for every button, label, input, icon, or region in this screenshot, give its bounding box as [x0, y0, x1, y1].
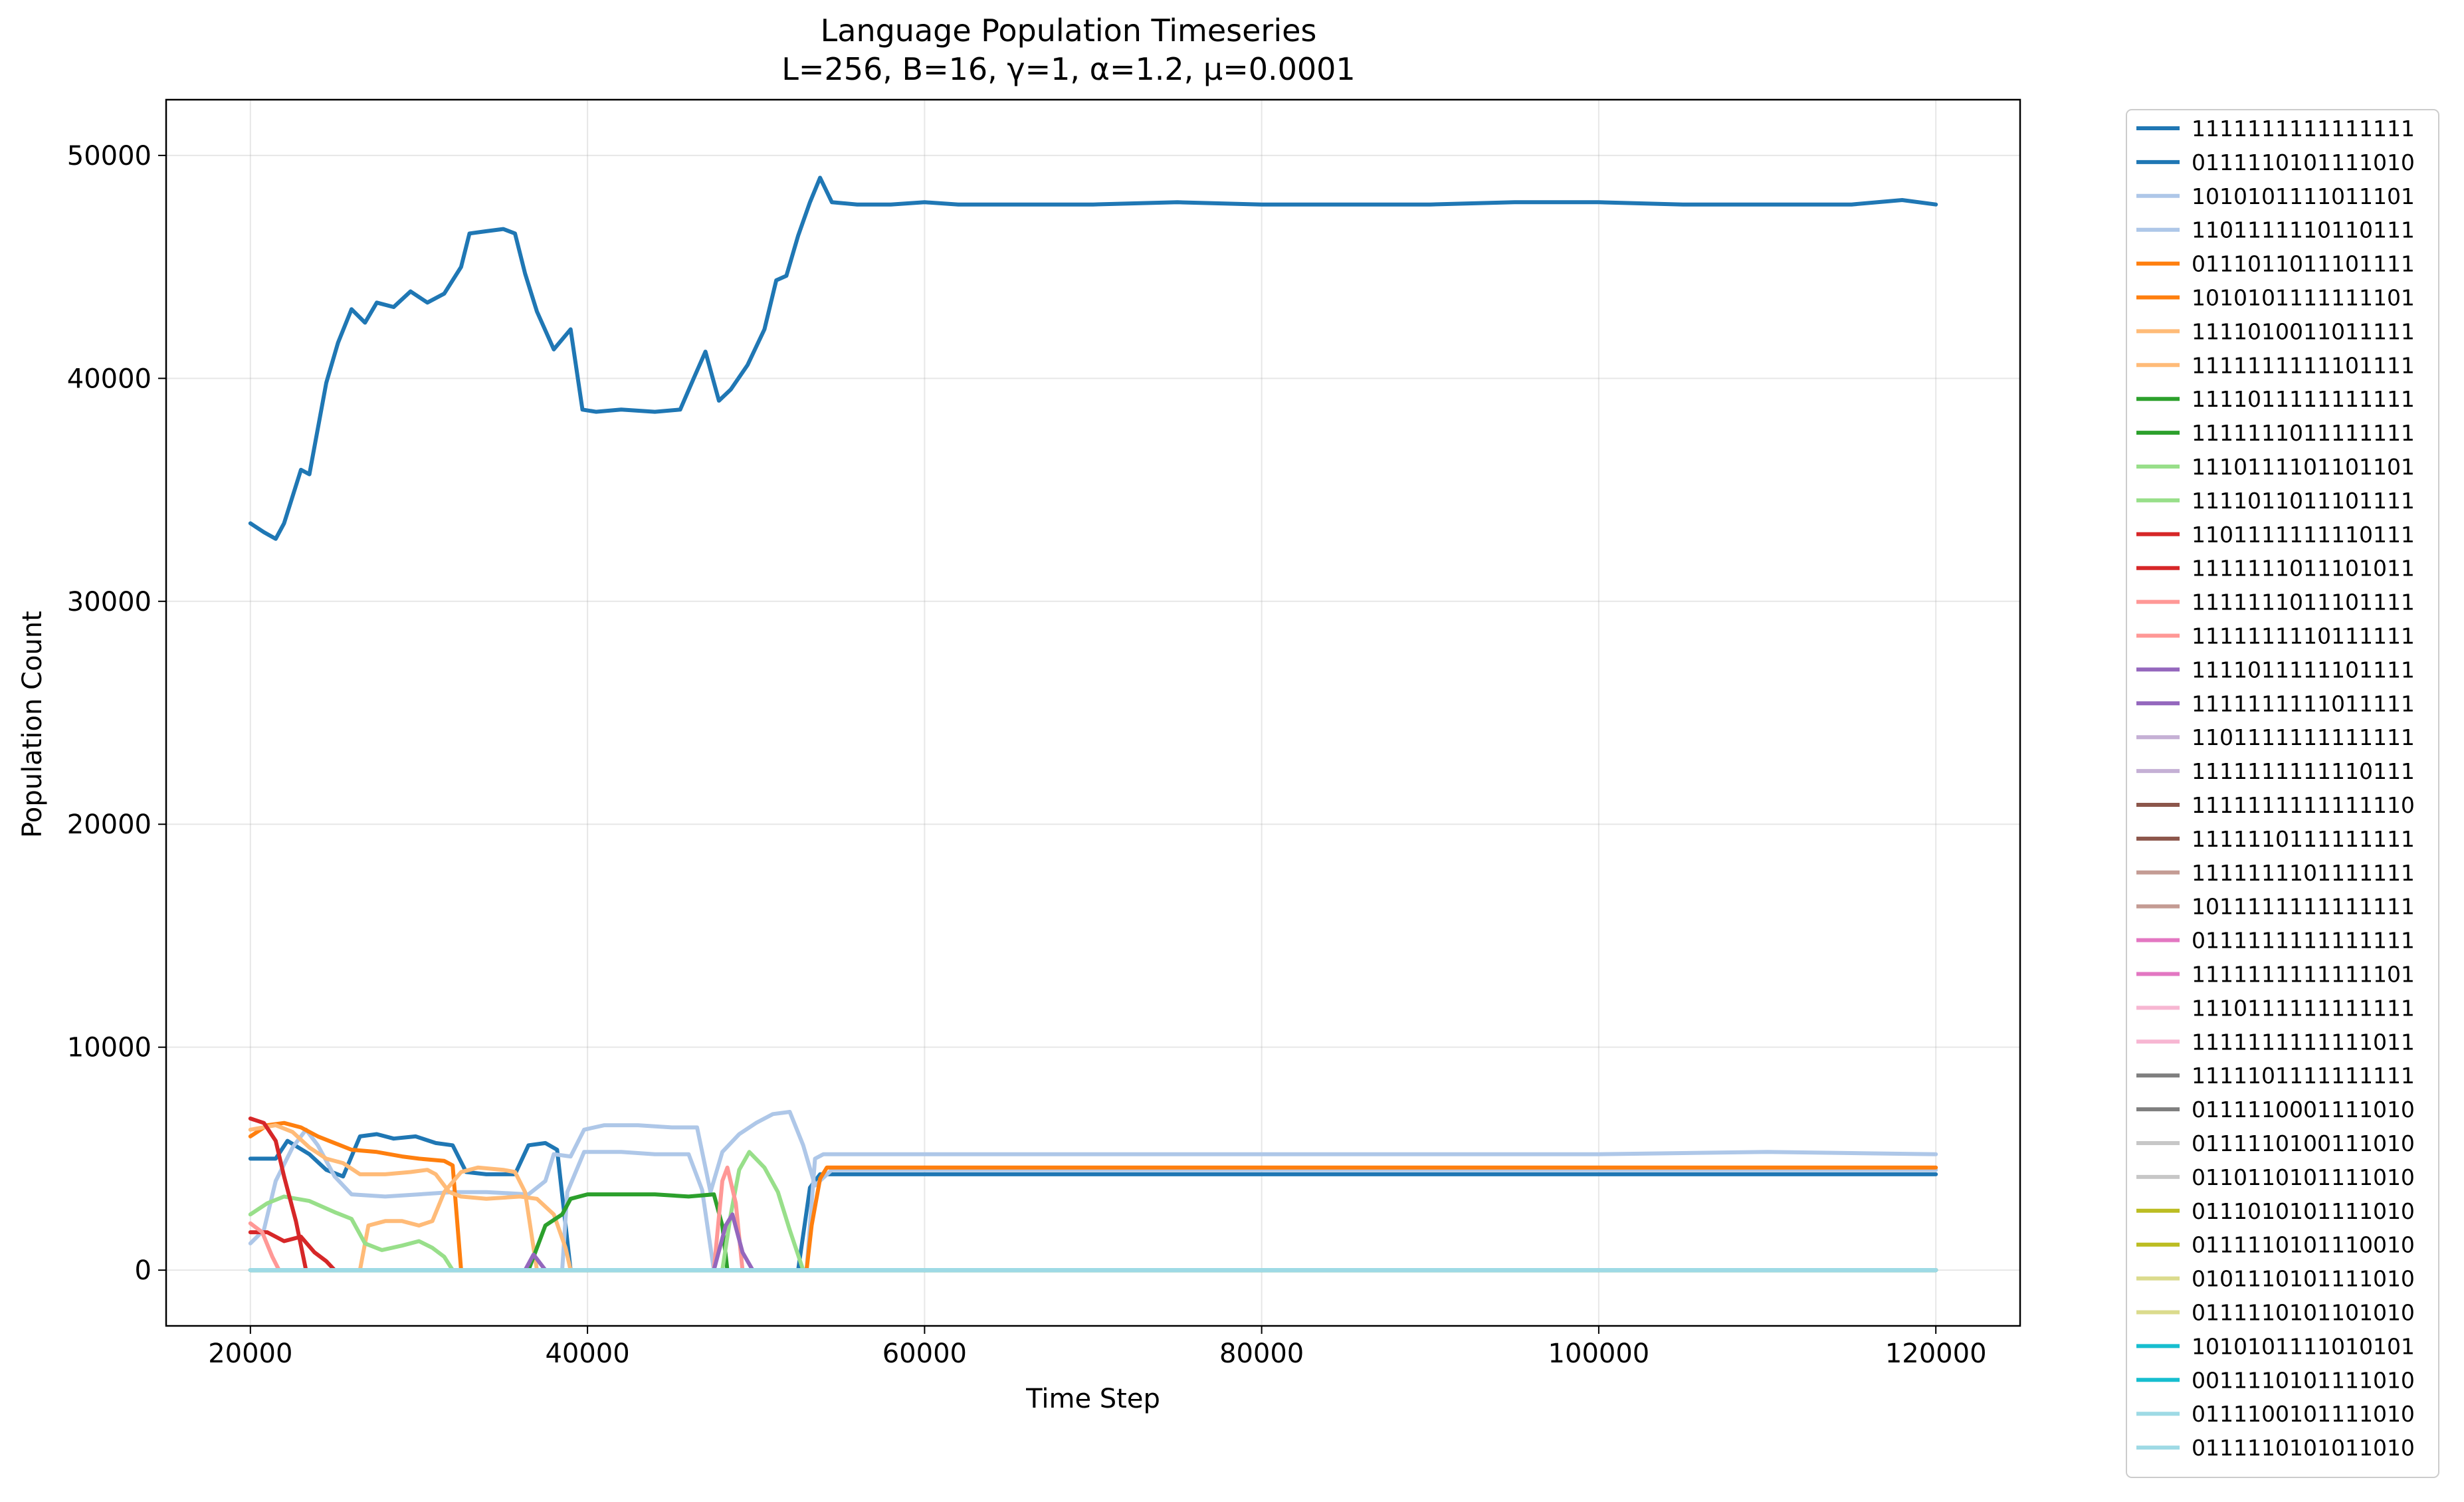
series-line-8 — [248, 1192, 1938, 1273]
legend-label: 0111100101111010 — [2192, 1401, 2415, 1427]
series-line-1 — [248, 1132, 1938, 1273]
legend-label: 1010101111011101 — [2192, 183, 2415, 209]
x-tick-label: 120000 — [1885, 1339, 1987, 1369]
series-line-16 — [248, 1212, 1938, 1273]
legend-label: 1111111111011111 — [2192, 691, 2415, 716]
x-tick-label: 80000 — [1219, 1339, 1304, 1369]
x-tick-label: 20000 — [208, 1339, 292, 1369]
series-line-3 — [248, 1150, 1938, 1273]
series-line-4 — [248, 1121, 1938, 1273]
legend-label: 0111110101110010 — [2192, 1232, 2415, 1258]
y-tick-label: 20000 — [67, 809, 152, 840]
y-tick-label: 40000 — [67, 364, 152, 394]
legend-label: 1101111111111111 — [2192, 724, 2415, 750]
series-layer — [248, 175, 1938, 1273]
legend-label: 0111110101011010 — [2192, 1435, 2415, 1461]
y-tick-label: 10000 — [67, 1033, 152, 1063]
chart-title: Language Population Timeseries — [821, 13, 1317, 49]
legend-label: 0111110001111010 — [2192, 1097, 2415, 1123]
legend-label: 1111111110111111 — [2192, 623, 2415, 649]
legend-label: 1110111101101101 — [2192, 454, 2415, 480]
legend-label: 0111111111111111 — [2192, 928, 2415, 954]
legend-label: 1111111011111111 — [2192, 420, 2415, 446]
x-tick-label: 60000 — [882, 1339, 967, 1369]
y-tick-label: 30000 — [67, 587, 152, 617]
legend-label: 1111111111111111 — [2192, 116, 2415, 142]
legend-label: 0011110101111010 — [2192, 1367, 2415, 1393]
legend-label: 0111110101101010 — [2192, 1300, 2415, 1326]
legend-label: 0101110101111010 — [2192, 1266, 2415, 1292]
chart-subtitle: L=256, B=16, γ=1, α=1.2, μ=0.0001 — [781, 51, 1355, 87]
axis-ticks: 20000 40000 60000 80000 100000 120000 0 10000 20… — [67, 141, 1987, 1369]
legend-label: 1111110111111111 — [2192, 826, 2415, 852]
legend-label: 0111010101111010 — [2192, 1198, 2415, 1224]
y-axis-label: Population Count — [17, 611, 48, 838]
legend-label: 0111110100111010 — [2192, 1130, 2415, 1156]
legend-label: 1111111111101111 — [2192, 352, 2415, 378]
series-line-0 — [248, 175, 1938, 541]
x-tick-label: 40000 — [545, 1339, 629, 1369]
legend-label: 1111011011101111 — [2192, 488, 2415, 514]
legend-frame — [2126, 109, 2439, 1478]
legend-label: 0111011011101111 — [2192, 251, 2415, 277]
series-line-7 — [248, 1165, 1938, 1273]
legend-label: 1010101111111101 — [2192, 285, 2415, 311]
legend-label: 0111110101111010 — [2192, 150, 2415, 175]
x-tick-label: 100000 — [1548, 1339, 1650, 1369]
legend-label: 1010101111010101 — [2192, 1333, 2415, 1359]
legend-label: 1111101111111111 — [2192, 1063, 2415, 1089]
legend: 1111111111111111 0111110101111010 10101011… — [2126, 109, 2439, 1478]
x-axis-label: Time Step — [1025, 1384, 1160, 1414]
legend-label: 1111111111111011 — [2192, 1029, 2415, 1055]
legend-label: 1111111011101011 — [2192, 556, 2415, 582]
legend-label: 1111010011011111 — [2192, 318, 2415, 344]
legend-label: 1011111111111111 — [2192, 894, 2415, 920]
y-tick-label: 0 — [135, 1255, 152, 1286]
legend-label: 1111011111111111 — [2192, 386, 2415, 412]
legend-label: 0110110101111010 — [2192, 1164, 2415, 1190]
legend-label: 1101111111110111 — [2192, 522, 2415, 548]
plot-frame — [165, 98, 2021, 1327]
legend-label: 1111111011101111 — [2192, 590, 2415, 615]
series-line-6 — [248, 1123, 1938, 1273]
legend-label: 1111111111111110 — [2192, 792, 2415, 818]
legend-label: 1111011111101111 — [2192, 657, 2415, 683]
legend-label: 1111111111110111 — [2192, 758, 2415, 784]
legend-label: 1111111111111101 — [2192, 962, 2415, 988]
legend-label: 1110111111111111 — [2192, 995, 2415, 1021]
series-line-10 — [248, 1150, 1938, 1273]
legend-label: 1101111110110111 — [2192, 217, 2415, 243]
y-tick-label: 50000 — [67, 141, 152, 171]
legend-label: 1111111101111111 — [2192, 860, 2415, 886]
